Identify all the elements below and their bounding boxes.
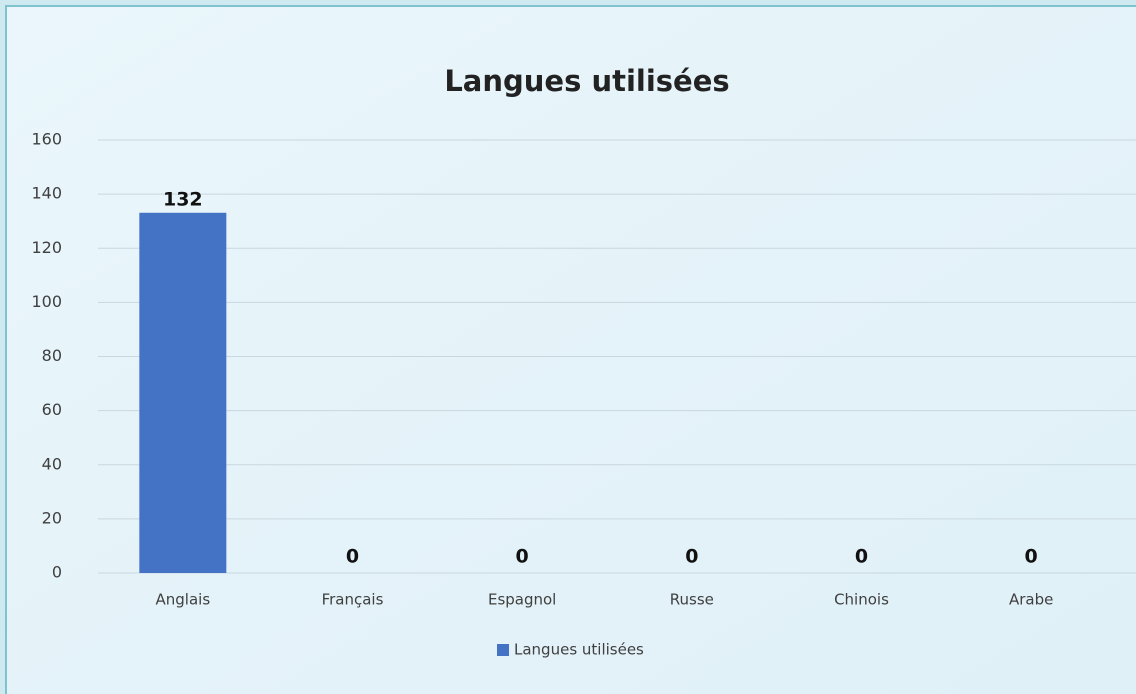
y-tick-label: 80 [42,346,62,365]
y-tick-label: 100 [31,292,62,311]
data-label: 0 [1025,546,1038,568]
x-tick-label: Espagnol [488,591,556,609]
y-tick-label: 20 [42,508,62,527]
bar [139,212,227,573]
y-tick-label: 40 [42,454,62,473]
x-tick-label: Français [322,591,384,609]
data-label: 0 [346,546,359,568]
y-tick-label: 60 [42,400,62,419]
data-label: 132 [163,188,203,210]
y-tick-label: 140 [31,184,62,203]
y-tick-label: 160 [31,130,62,149]
x-tick-label: Anglais [156,591,211,609]
y-tick-label: 0 [52,563,62,582]
y-tick-label: 120 [31,238,62,257]
data-label: 0 [855,546,868,568]
data-label: 0 [516,546,529,568]
x-tick-label: Russe [670,591,714,609]
x-tick-label: Chinois [834,591,889,609]
chart-title: Langues utilisées [444,64,729,98]
data-label: 0 [685,546,698,568]
legend-label: Langues utilisées [514,641,644,659]
x-tick-label: Arabe [1009,591,1053,609]
legend-swatch [497,644,509,656]
